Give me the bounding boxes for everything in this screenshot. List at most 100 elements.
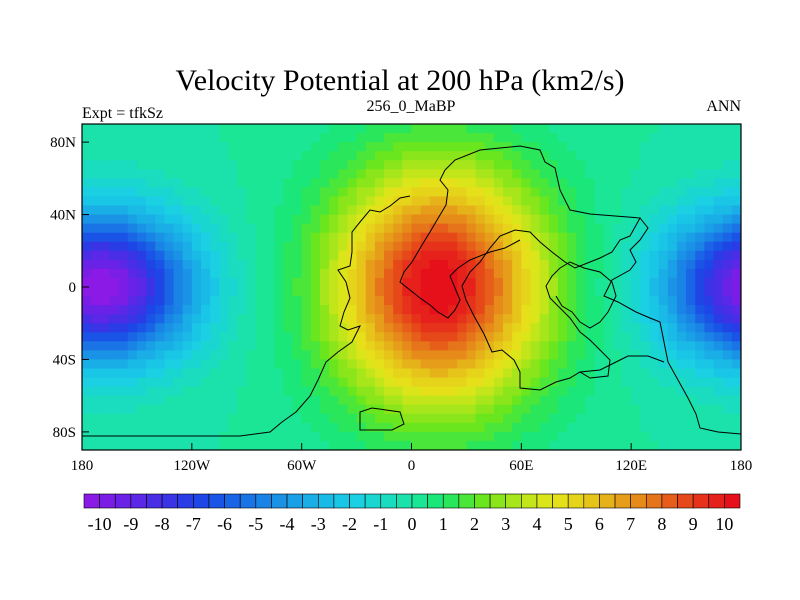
field-cell [704,196,715,207]
field-cell [521,404,532,415]
field-cell [503,268,513,279]
field-cell [210,196,220,207]
field-cell [731,124,741,134]
field-cell [676,386,687,397]
field-cell [493,404,504,415]
field-cell [640,296,651,306]
field-cell [155,404,165,415]
field-cell [466,395,477,406]
field-cell [612,422,623,433]
field-cell [191,431,202,442]
field-cell [658,395,669,406]
field-cell [164,160,175,170]
field-cell [210,332,220,342]
field-cell [539,187,550,198]
field-cell [704,422,715,433]
field-cell [200,268,211,279]
field-cell [411,178,422,188]
field-cell [200,422,211,433]
field-cell [255,196,266,207]
field-cell [686,232,696,243]
field-cell [466,160,477,170]
field-cell [594,341,605,351]
field-cell [210,124,220,134]
field-cell [374,196,385,207]
field-cell [255,314,266,324]
field-cell [530,431,541,442]
field-cell [91,124,101,134]
field-cell [219,241,230,252]
field-cell [411,431,422,442]
field-cell [292,196,303,207]
field-cell [448,386,458,397]
field-cell [512,259,522,270]
field-cell [704,314,715,324]
field-cell [731,359,741,370]
field-cell [576,160,586,170]
field-cell [731,241,741,252]
field-cell [182,359,193,370]
field-cell [649,431,660,442]
field-cell [686,305,696,315]
field-cell [228,205,239,216]
field-cell [274,440,284,450]
field-cell [557,124,568,134]
field-cell [631,359,641,370]
field-cell [438,160,449,170]
field-cell [155,214,165,225]
field-cell [402,314,413,324]
field-cell [338,268,349,279]
field-cell [594,422,605,433]
field-cell [576,142,586,152]
field-cell [402,395,413,406]
field-cell [255,287,266,297]
field-cell [347,250,358,261]
field-cell [356,305,367,315]
field-cell [530,187,541,198]
field-cell [228,377,239,388]
field-cell [347,214,358,225]
field-cell [402,305,413,315]
field-cell [402,404,413,415]
field-cell [695,268,705,279]
field-cell [338,332,349,342]
field-cell [292,368,303,379]
field-cell [539,287,550,297]
field-cell [484,151,495,161]
field-cell [695,350,705,361]
field-cell [338,259,349,270]
field-cell [347,277,358,288]
field-cell [704,160,715,170]
field-cell [118,386,129,397]
field-cell [82,133,92,143]
field-cell [594,142,605,152]
field-cell [567,368,577,379]
field-cell [136,160,147,170]
field-cell [731,214,741,225]
field-cell [420,223,431,234]
field-cell [731,341,741,351]
field-cell [466,133,477,143]
field-cell [329,314,339,324]
field-cell [182,124,193,134]
field-cell [686,268,696,279]
field-cell [438,404,449,415]
field-cell [539,142,550,152]
field-cell [704,268,715,279]
field-cell [210,422,220,433]
field-cell [356,250,367,261]
field-cell [530,268,541,279]
field-cell [210,232,220,243]
field-cell [704,323,715,333]
field-cell [667,151,678,161]
field-cell [475,395,486,406]
field-cell [640,413,651,424]
field-cell [283,196,294,207]
field-cell [274,368,284,379]
field-cell [457,431,468,442]
field-cell [521,133,532,143]
field-cell [329,323,339,333]
field-cell [191,178,202,188]
field-cell [731,431,741,442]
field-cell [530,223,541,234]
